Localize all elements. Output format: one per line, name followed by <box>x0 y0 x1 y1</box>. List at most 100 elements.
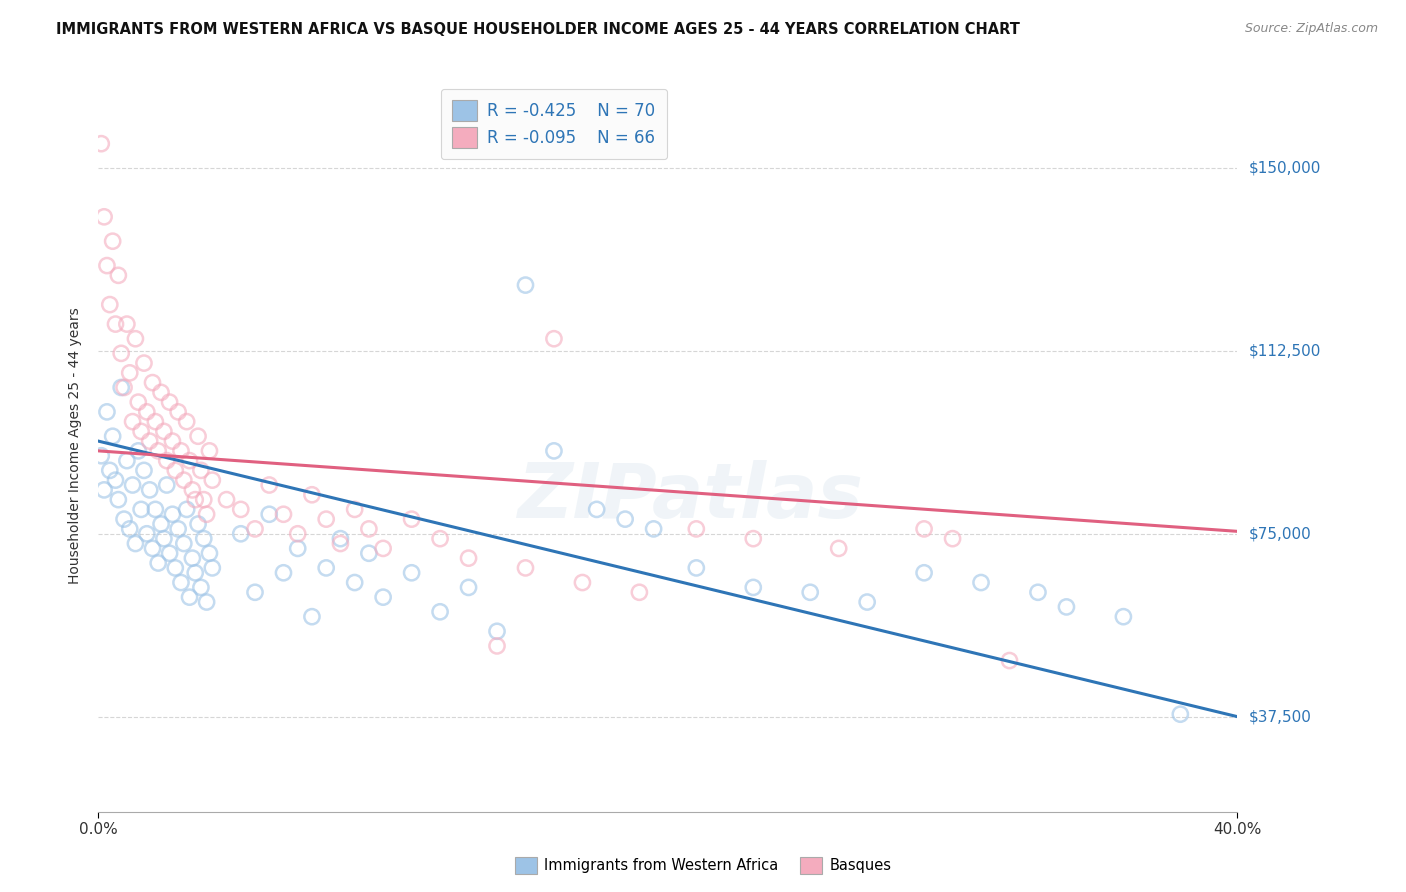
Point <box>198 546 221 560</box>
Point <box>301 488 323 502</box>
Point <box>401 512 423 526</box>
Point <box>195 508 218 522</box>
Point <box>187 516 209 531</box>
Point <box>193 532 215 546</box>
Point <box>912 522 935 536</box>
Point <box>486 624 509 639</box>
Text: $112,500: $112,500 <box>1249 343 1320 359</box>
Point <box>201 473 224 487</box>
Point <box>121 415 143 429</box>
Point <box>190 581 212 595</box>
Point <box>742 581 765 595</box>
Point <box>1170 707 1192 722</box>
Point <box>357 522 380 536</box>
Point <box>124 332 146 346</box>
Point <box>343 502 366 516</box>
Point <box>614 512 637 526</box>
Point <box>107 268 129 283</box>
Point <box>329 532 352 546</box>
Point <box>141 541 163 556</box>
Point <box>273 566 295 580</box>
Text: $150,000: $150,000 <box>1249 161 1320 176</box>
Point <box>153 425 176 439</box>
Point <box>373 541 395 556</box>
Point <box>912 566 935 580</box>
Point <box>273 508 295 522</box>
Point <box>135 405 157 419</box>
Point <box>198 443 221 458</box>
Point <box>1026 585 1049 599</box>
Point <box>104 473 127 487</box>
Point <box>150 516 173 531</box>
Point <box>457 551 479 566</box>
Point <box>543 332 565 346</box>
Point <box>1112 609 1135 624</box>
Y-axis label: Householder Income Ages 25 - 44 years: Householder Income Ages 25 - 44 years <box>69 308 83 584</box>
Point <box>742 532 765 546</box>
Point <box>121 478 143 492</box>
Point <box>585 502 607 516</box>
Point <box>170 575 193 590</box>
Point <box>135 526 157 541</box>
Point <box>828 541 851 556</box>
Point <box>176 415 198 429</box>
Text: $37,500: $37,500 <box>1249 709 1312 724</box>
Point <box>243 585 266 599</box>
Point <box>124 536 146 550</box>
Point <box>162 434 184 449</box>
Point <box>429 532 451 546</box>
Point <box>148 556 170 570</box>
Point <box>998 654 1021 668</box>
Point <box>156 478 179 492</box>
Point <box>90 449 112 463</box>
Point <box>110 346 132 360</box>
Point <box>132 356 155 370</box>
Point <box>685 561 707 575</box>
Point <box>229 502 252 516</box>
Point <box>259 478 281 492</box>
Point <box>685 522 707 536</box>
Point <box>167 522 190 536</box>
Point <box>165 561 187 575</box>
Point <box>93 483 115 497</box>
Point <box>181 551 204 566</box>
Point <box>107 492 129 507</box>
Point <box>127 395 149 409</box>
Point <box>110 380 132 394</box>
Point <box>190 463 212 477</box>
Point <box>315 512 337 526</box>
Text: IMMIGRANTS FROM WESTERN AFRICA VS BASQUE HOUSEHOLDER INCOME AGES 25 - 44 YEARS C: IMMIGRANTS FROM WESTERN AFRICA VS BASQUE… <box>56 22 1021 37</box>
Point <box>170 443 193 458</box>
Point <box>184 566 207 580</box>
Point <box>156 453 179 467</box>
Point <box>132 463 155 477</box>
Point <box>515 278 537 293</box>
Point <box>96 405 118 419</box>
Text: Source: ZipAtlas.com: Source: ZipAtlas.com <box>1244 22 1378 36</box>
Point <box>401 566 423 580</box>
Point <box>138 434 160 449</box>
Point <box>162 508 184 522</box>
Point <box>173 536 195 550</box>
Point <box>104 317 127 331</box>
Point <box>486 639 509 653</box>
Point <box>229 526 252 541</box>
Point <box>193 492 215 507</box>
Point <box>1056 599 1078 614</box>
Legend: Immigrants from Western Africa, Basques: Immigrants from Western Africa, Basques <box>509 851 897 880</box>
Point <box>515 561 537 575</box>
Point <box>373 590 395 604</box>
Point <box>112 512 135 526</box>
Point <box>90 136 112 151</box>
Point <box>329 536 352 550</box>
Point <box>343 575 366 590</box>
Point <box>173 473 195 487</box>
Point <box>856 595 879 609</box>
Point <box>141 376 163 390</box>
Point <box>970 575 993 590</box>
Point <box>457 581 479 595</box>
Point <box>195 595 218 609</box>
Point <box>127 443 149 458</box>
Point <box>101 429 124 443</box>
Point <box>118 522 141 536</box>
